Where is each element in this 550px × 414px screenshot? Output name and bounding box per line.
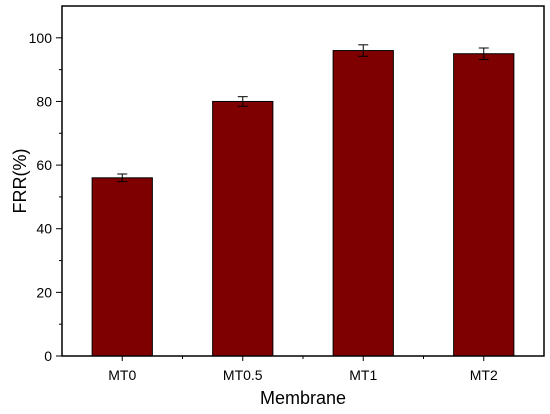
y-tick-label: 0 bbox=[44, 348, 52, 364]
bar-mt0-5 bbox=[212, 100, 274, 357]
x-tick-label: MT0.5 bbox=[223, 367, 263, 383]
plot-frame bbox=[61, 5, 545, 357]
y-tick-label: 100 bbox=[29, 30, 53, 46]
x-tick-label: MT0 bbox=[108, 367, 136, 383]
bars-group bbox=[91, 50, 515, 357]
x-tick-label: MT2 bbox=[470, 367, 498, 383]
y-axis: 0 20 40 60 80 100 bbox=[29, 30, 62, 364]
bar-mt0 bbox=[91, 177, 153, 357]
y-axis-title: FRR(%) bbox=[10, 149, 30, 214]
y-tick-label: 60 bbox=[36, 157, 52, 173]
error-bars-group bbox=[117, 44, 489, 183]
x-axis: MT0 MT0.5 MT1 MT2 bbox=[108, 356, 498, 383]
y-tick-label: 40 bbox=[36, 221, 52, 237]
y-tick-label: 80 bbox=[36, 93, 52, 109]
bar-mt2 bbox=[453, 53, 515, 357]
bar-mt1 bbox=[332, 50, 394, 357]
x-tick-label: MT1 bbox=[349, 367, 377, 383]
x-axis-title: Membrane bbox=[260, 388, 346, 408]
y-tick-label: 20 bbox=[36, 284, 52, 300]
